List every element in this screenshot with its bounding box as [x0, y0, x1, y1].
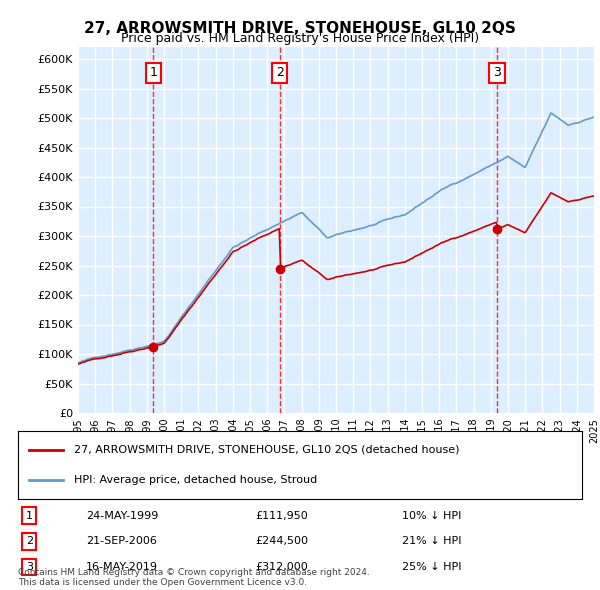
Text: Contains HM Land Registry data © Crown copyright and database right 2024.
This d: Contains HM Land Registry data © Crown c… — [18, 568, 370, 587]
Text: 10% ↓ HPI: 10% ↓ HPI — [401, 511, 461, 520]
Text: 3: 3 — [493, 66, 501, 79]
Text: £312,000: £312,000 — [255, 562, 308, 572]
Text: 2: 2 — [275, 66, 284, 79]
Text: 24-MAY-1999: 24-MAY-1999 — [86, 511, 158, 520]
Text: £111,950: £111,950 — [255, 511, 308, 520]
Text: 21% ↓ HPI: 21% ↓ HPI — [401, 536, 461, 546]
Text: 16-MAY-2019: 16-MAY-2019 — [86, 562, 158, 572]
Text: 1: 1 — [149, 66, 157, 79]
Text: 25% ↓ HPI: 25% ↓ HPI — [401, 562, 461, 572]
Text: 27, ARROWSMITH DRIVE, STONEHOUSE, GL10 2QS: 27, ARROWSMITH DRIVE, STONEHOUSE, GL10 2… — [84, 21, 516, 35]
Text: £244,500: £244,500 — [255, 536, 308, 546]
Text: 2: 2 — [26, 536, 33, 546]
Text: HPI: Average price, detached house, Stroud: HPI: Average price, detached house, Stro… — [74, 474, 317, 484]
Text: 21-SEP-2006: 21-SEP-2006 — [86, 536, 157, 546]
Text: 3: 3 — [26, 562, 33, 572]
Text: 27, ARROWSMITH DRIVE, STONEHOUSE, GL10 2QS (detached house): 27, ARROWSMITH DRIVE, STONEHOUSE, GL10 2… — [74, 445, 460, 455]
Text: 1: 1 — [26, 511, 33, 520]
Text: Price paid vs. HM Land Registry's House Price Index (HPI): Price paid vs. HM Land Registry's House … — [121, 32, 479, 45]
